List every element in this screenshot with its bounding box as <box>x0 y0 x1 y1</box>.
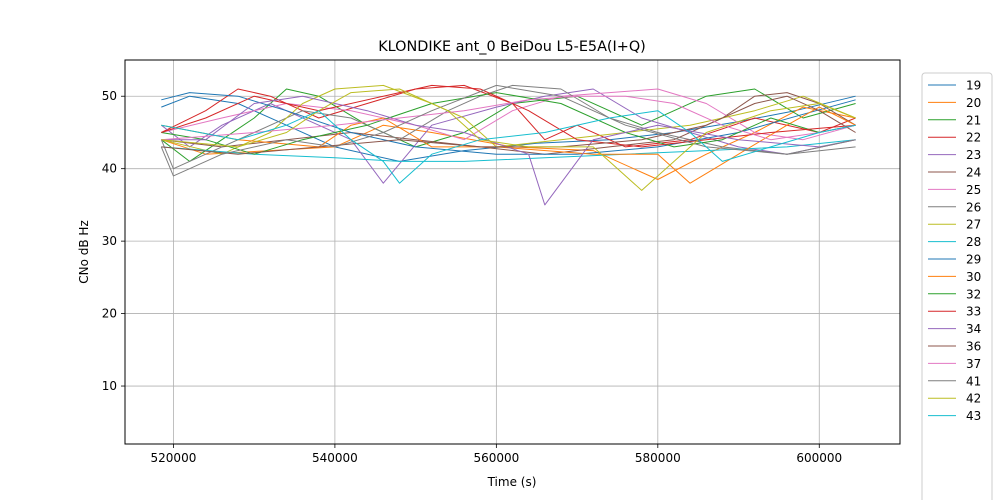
x-tick-label: 580000 <box>635 451 681 465</box>
legend-label: 33 <box>966 305 981 319</box>
y-tick-label: 50 <box>102 89 117 103</box>
series-lines <box>160 84 856 206</box>
legend-box <box>921 72 993 500</box>
legend-label: 29 <box>966 253 981 267</box>
legend-label: 21 <box>966 113 981 127</box>
legend-label: 43 <box>966 409 981 423</box>
series-line-34 <box>161 95 856 206</box>
series-line-37 <box>161 95 856 141</box>
legend-label: 41 <box>966 374 981 388</box>
series-line-23 <box>160 88 856 184</box>
axes: 520000 540000 560000 580000 600000 10 20 30 40 50 <box>102 89 842 465</box>
legend: 19 20 21 22 23 24 25 26 27 28 29 30 32 33 34 36 37 41 42 43 <box>921 72 993 500</box>
chart-title: KLONDIKE ant_0 BeiDou L5-E5A(I+Q) <box>378 39 646 55</box>
y-tick-label: 10 <box>102 379 117 393</box>
series-line-43 <box>161 110 856 184</box>
x-axis-label: Time (s) <box>487 475 537 489</box>
legend-label: 32 <box>966 287 981 301</box>
legend-label: 28 <box>966 235 981 249</box>
y-tick-label: 30 <box>102 234 117 248</box>
legend-label: 26 <box>966 200 981 214</box>
legend-label: 19 <box>966 79 981 93</box>
x-tick-label: 520000 <box>151 451 197 465</box>
series-line-30 <box>161 106 856 184</box>
legend-label: 20 <box>966 96 981 110</box>
series-line-33 <box>161 84 856 148</box>
series-line-21 <box>160 88 856 162</box>
series-line-29 <box>161 92 856 155</box>
y-tick-label: 40 <box>102 162 117 176</box>
x-tick-label: 560000 <box>473 451 519 465</box>
legend-label: 27 <box>966 218 981 232</box>
legend-label: 23 <box>966 148 981 162</box>
legend-label: 34 <box>966 322 981 336</box>
legend-label: 30 <box>966 270 981 284</box>
series-line-24 <box>161 92 856 155</box>
legend-label: 36 <box>966 340 981 354</box>
legend-label: 24 <box>966 166 981 180</box>
grid-lines <box>125 60 900 444</box>
plot-frame <box>124 59 901 445</box>
legend-label: 37 <box>966 357 981 371</box>
x-tick-label: 540000 <box>312 451 358 465</box>
legend-label: 22 <box>966 131 981 145</box>
legend-label: 42 <box>966 392 981 406</box>
series-line-26 <box>160 84 856 170</box>
series-line-27 <box>161 84 856 155</box>
y-tick-label: 20 <box>102 307 117 321</box>
x-tick-label: 600000 <box>796 451 842 465</box>
legend-label: 25 <box>966 183 981 197</box>
y-axis-label: CNo dB Hz <box>77 220 91 284</box>
series-line-25 <box>161 88 856 141</box>
series-line-36 <box>161 95 856 155</box>
